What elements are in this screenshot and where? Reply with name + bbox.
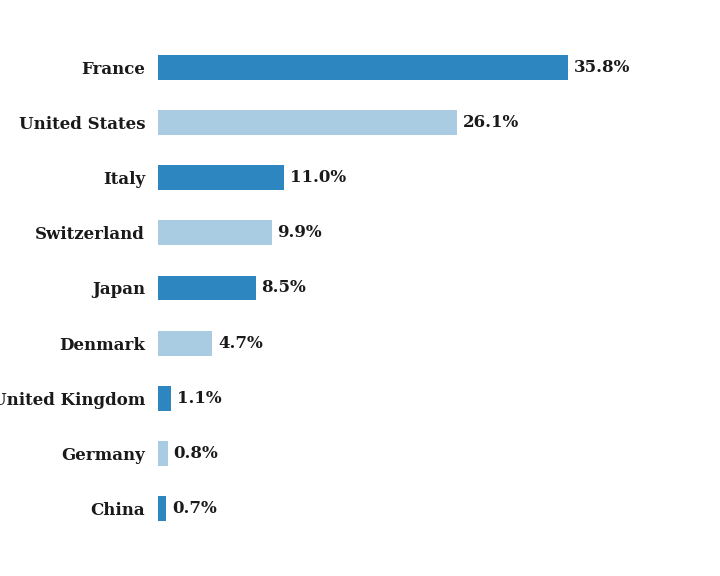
Bar bbox=[158, 165, 284, 190]
Text: 26.1%: 26.1% bbox=[463, 114, 519, 131]
Bar bbox=[158, 110, 457, 135]
Bar bbox=[158, 496, 166, 521]
Text: 35.8%: 35.8% bbox=[575, 59, 631, 76]
Bar bbox=[158, 275, 256, 301]
Bar bbox=[158, 55, 569, 80]
Text: 0.7%: 0.7% bbox=[172, 500, 217, 517]
Text: 4.7%: 4.7% bbox=[218, 335, 263, 352]
Bar bbox=[158, 331, 212, 355]
Text: 1.1%: 1.1% bbox=[176, 390, 221, 407]
Bar bbox=[158, 386, 171, 411]
Text: 0.8%: 0.8% bbox=[174, 445, 218, 462]
Text: 9.9%: 9.9% bbox=[277, 224, 322, 241]
Text: 8.5%: 8.5% bbox=[261, 279, 306, 297]
Bar bbox=[158, 221, 272, 245]
Bar bbox=[158, 441, 168, 466]
Text: 11.0%: 11.0% bbox=[290, 169, 346, 186]
